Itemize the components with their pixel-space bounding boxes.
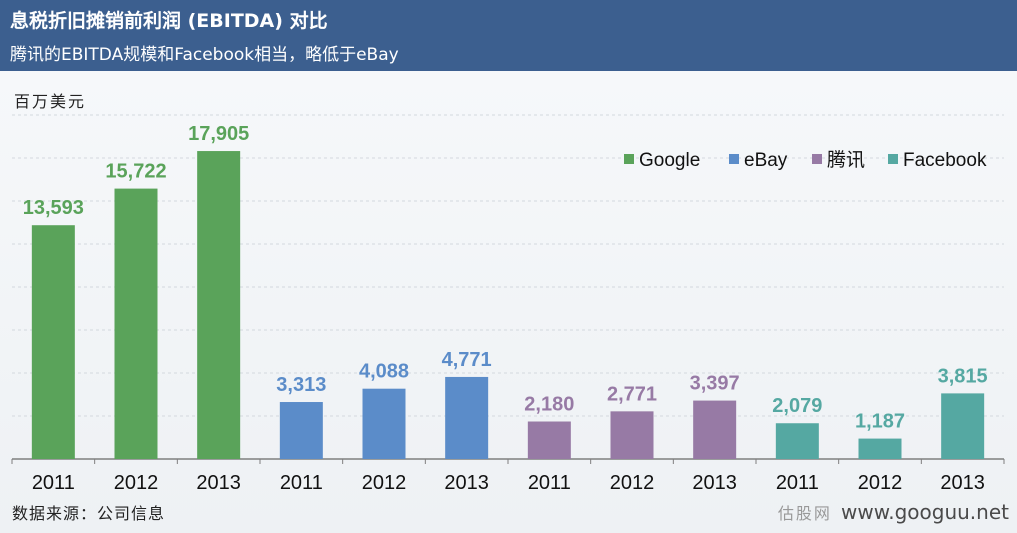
x-tick-label: 2011 (280, 472, 323, 494)
data-label: 2,180 (524, 394, 574, 416)
legend-swatch (888, 154, 898, 164)
data-label: 3,815 (938, 365, 988, 387)
legend-label: Facebook (903, 150, 987, 171)
bar-eBay-2012 (362, 388, 406, 459)
x-tick-label: 2011 (776, 472, 819, 494)
legend-swatch (812, 154, 822, 164)
x-tick-label: 2012 (858, 472, 903, 494)
watermark-site-name: 估股网 (777, 504, 832, 523)
data-label: 3,397 (690, 373, 740, 395)
x-tick-label: 2013 (692, 472, 737, 494)
data-label: 15,722 (105, 161, 166, 183)
data-label: 3,313 (276, 374, 326, 396)
bar-腾讯-2011 (527, 421, 571, 459)
legend-label: Google (639, 150, 700, 171)
bar-Facebook-2013 (941, 393, 985, 459)
bar-腾讯-2013 (693, 400, 737, 459)
legend-label: eBay (744, 150, 788, 171)
header-band: 息税折旧摊销前利润 (EBITDA) 对比 腾讯的EBITDA规模和Facebo… (0, 0, 1017, 71)
data-label: 17,905 (188, 123, 249, 145)
data-label: 2,771 (607, 383, 657, 405)
data-label: 13,593 (23, 197, 84, 219)
x-tick-label: 2013 (196, 472, 241, 494)
x-tick-label: 2012 (610, 472, 655, 494)
x-tick-label: 2011 (528, 472, 571, 494)
bar-Google-2011 (31, 225, 75, 459)
legend-swatch (624, 154, 634, 164)
bar-Facebook-2011 (775, 423, 819, 459)
bar-Facebook-2012 (858, 438, 902, 459)
data-label: 4,771 (442, 349, 492, 371)
watermark-url: www.googuu.net (841, 500, 1009, 524)
x-tick-label: 2013 (940, 472, 985, 494)
bar-eBay-2013 (445, 376, 489, 459)
bar-Google-2013 (197, 151, 241, 459)
chart-title: 息税折旧摊销前利润 (EBITDA) 对比 (10, 10, 328, 32)
bar-腾讯-2012 (610, 411, 654, 459)
unit-label: 百万美元 (14, 92, 87, 111)
x-tick-label: 2011 (32, 472, 75, 494)
x-tick-label: 2012 (362, 472, 407, 494)
x-tick-label: 2012 (114, 472, 159, 494)
legend-swatch (729, 154, 739, 164)
legend-label: 腾讯 (827, 149, 865, 171)
x-tick-label: 2013 (444, 472, 489, 494)
data-label: 2,079 (772, 395, 822, 417)
data-label: 4,088 (359, 361, 409, 383)
source-note: 数据来源：公司信息 (12, 504, 166, 523)
bar-eBay-2011 (279, 402, 323, 459)
data-label: 1,187 (855, 411, 905, 433)
watermark: 估股网 www.googuu.net (778, 500, 1009, 524)
chart-subtitle: 腾讯的EBITDA规模和Facebook相当，略低于eBay (10, 45, 399, 65)
bar-Google-2012 (114, 188, 158, 459)
